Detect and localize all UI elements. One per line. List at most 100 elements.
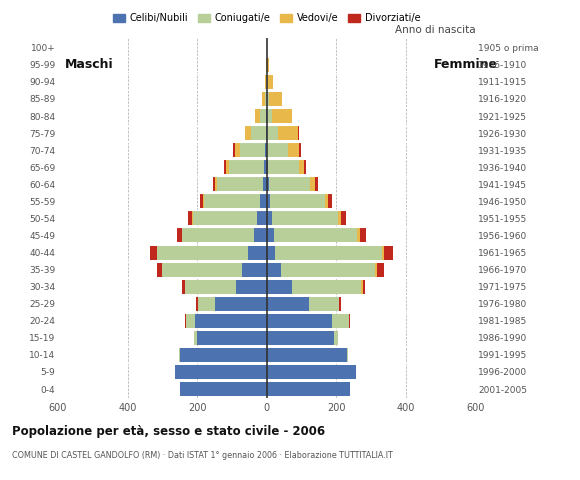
Bar [267, 211, 272, 226]
Bar [267, 314, 349, 328]
Bar [267, 228, 360, 242]
Bar [180, 382, 267, 396]
Bar [175, 365, 267, 379]
Bar [267, 92, 282, 106]
Bar [255, 109, 267, 123]
Bar [267, 177, 310, 191]
Bar [266, 75, 267, 89]
Bar [235, 143, 267, 157]
Bar [267, 160, 306, 174]
Bar [267, 194, 325, 208]
Bar [179, 348, 267, 362]
Bar [215, 297, 267, 311]
Bar [266, 58, 267, 72]
Bar [193, 211, 267, 226]
Bar [267, 331, 334, 345]
Bar [233, 143, 267, 157]
Bar [267, 194, 332, 208]
Bar [180, 382, 267, 396]
Bar [267, 177, 269, 191]
Bar [267, 160, 299, 174]
Bar [252, 126, 267, 140]
Bar [198, 297, 267, 311]
Bar [179, 348, 267, 362]
Bar [162, 263, 267, 276]
Bar [267, 143, 299, 157]
Bar [264, 75, 267, 89]
Bar [260, 194, 267, 208]
Bar [182, 280, 267, 294]
Bar [267, 228, 357, 242]
Bar [267, 228, 367, 242]
Bar [267, 382, 350, 396]
Bar [267, 143, 300, 157]
Bar [267, 228, 274, 242]
Bar [267, 331, 338, 345]
Bar [267, 194, 328, 208]
Bar [248, 246, 267, 260]
Bar [267, 314, 350, 328]
Bar [267, 263, 375, 276]
Bar [267, 365, 356, 379]
Bar [180, 382, 267, 396]
Text: Maschi: Maschi [65, 59, 114, 72]
Bar [267, 314, 349, 328]
Bar [267, 92, 269, 106]
Bar [150, 246, 267, 260]
Bar [267, 280, 292, 294]
Bar [267, 314, 332, 328]
Text: Anno di nascita: Anno di nascita [395, 25, 476, 35]
Bar [267, 297, 309, 311]
Bar [229, 160, 267, 174]
Bar [188, 211, 267, 226]
Bar [264, 75, 267, 89]
Bar [195, 314, 267, 328]
Bar [204, 194, 267, 208]
Bar [226, 160, 267, 174]
Bar [267, 177, 318, 191]
Bar [267, 348, 348, 362]
Bar [182, 228, 267, 242]
Bar [245, 126, 267, 140]
Bar [162, 263, 267, 276]
Bar [267, 160, 268, 174]
Bar [262, 92, 267, 106]
Bar [175, 365, 267, 379]
Bar [262, 92, 267, 106]
Bar [224, 160, 267, 174]
Bar [203, 194, 267, 208]
Bar [180, 382, 267, 396]
Bar [267, 246, 393, 260]
Bar [267, 160, 304, 174]
Bar [267, 246, 385, 260]
Bar [184, 280, 267, 294]
Bar [267, 382, 350, 396]
Bar [236, 280, 267, 294]
Bar [267, 348, 347, 362]
Bar [157, 246, 267, 260]
Bar [267, 177, 315, 191]
Bar [200, 194, 267, 208]
Bar [267, 109, 271, 123]
Bar [194, 331, 267, 345]
Bar [267, 297, 339, 311]
Bar [267, 92, 282, 106]
Bar [175, 365, 267, 379]
Bar [267, 126, 299, 140]
Text: Femmine: Femmine [434, 59, 498, 72]
Bar [267, 348, 348, 362]
Bar [186, 314, 267, 328]
Bar [267, 246, 382, 260]
Bar [253, 228, 267, 242]
Bar [255, 109, 267, 123]
Bar [267, 263, 384, 276]
Bar [267, 211, 341, 226]
Bar [267, 280, 365, 294]
Bar [267, 143, 288, 157]
Bar [267, 109, 292, 123]
Bar [267, 331, 338, 345]
Bar [260, 109, 267, 123]
Legend: Celibi/Nubili, Coniugati/e, Vedovi/e, Divorziati/e: Celibi/Nubili, Coniugati/e, Vedovi/e, Di… [110, 11, 423, 26]
Bar [242, 263, 267, 276]
Bar [157, 263, 267, 276]
